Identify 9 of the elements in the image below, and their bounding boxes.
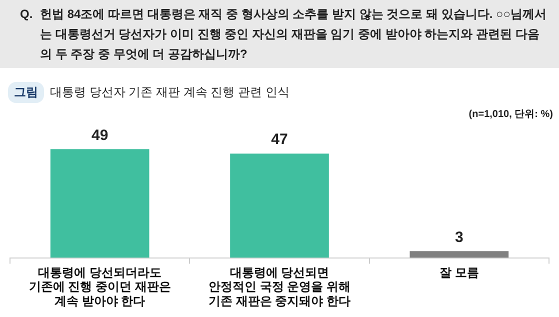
data-label: 47 bbox=[271, 131, 288, 148]
data-label: 49 bbox=[91, 126, 108, 144]
x-tick-label: 대통령에 당선되더라도 기존에 진행 중이던 재판은 계속 받아야 한다 bbox=[28, 265, 171, 308]
text: (n=1,010, 단위: %) bbox=[468, 108, 553, 121]
x-tick-label: 잘 모름 bbox=[439, 265, 479, 280]
data-label: 3 bbox=[454, 228, 464, 246]
chart-title: Q. 헌법 84조에 따르면 대통령은 재직 중 형사상의 소추를 받지 않는 것으로 돼 있습니다. ○○님께서는 대통령선거 당선자가 이미 진행 중인 자신의 재판을 임기 중에 받아야 하는지와 관련된 다음의 두 주장 중 무엇에 더 공감하십니까? bbox=[20, 6, 547, 61]
x-tick-label: 대통령에 당선되면 안정적인 국정 운영을 위해 기존 재판은 중지돼야 한다 bbox=[208, 265, 351, 308]
chart-subtitle: 그림 대통령 당선자 기존 재판 계속 진행 관련 인식 bbox=[13, 84, 290, 101]
